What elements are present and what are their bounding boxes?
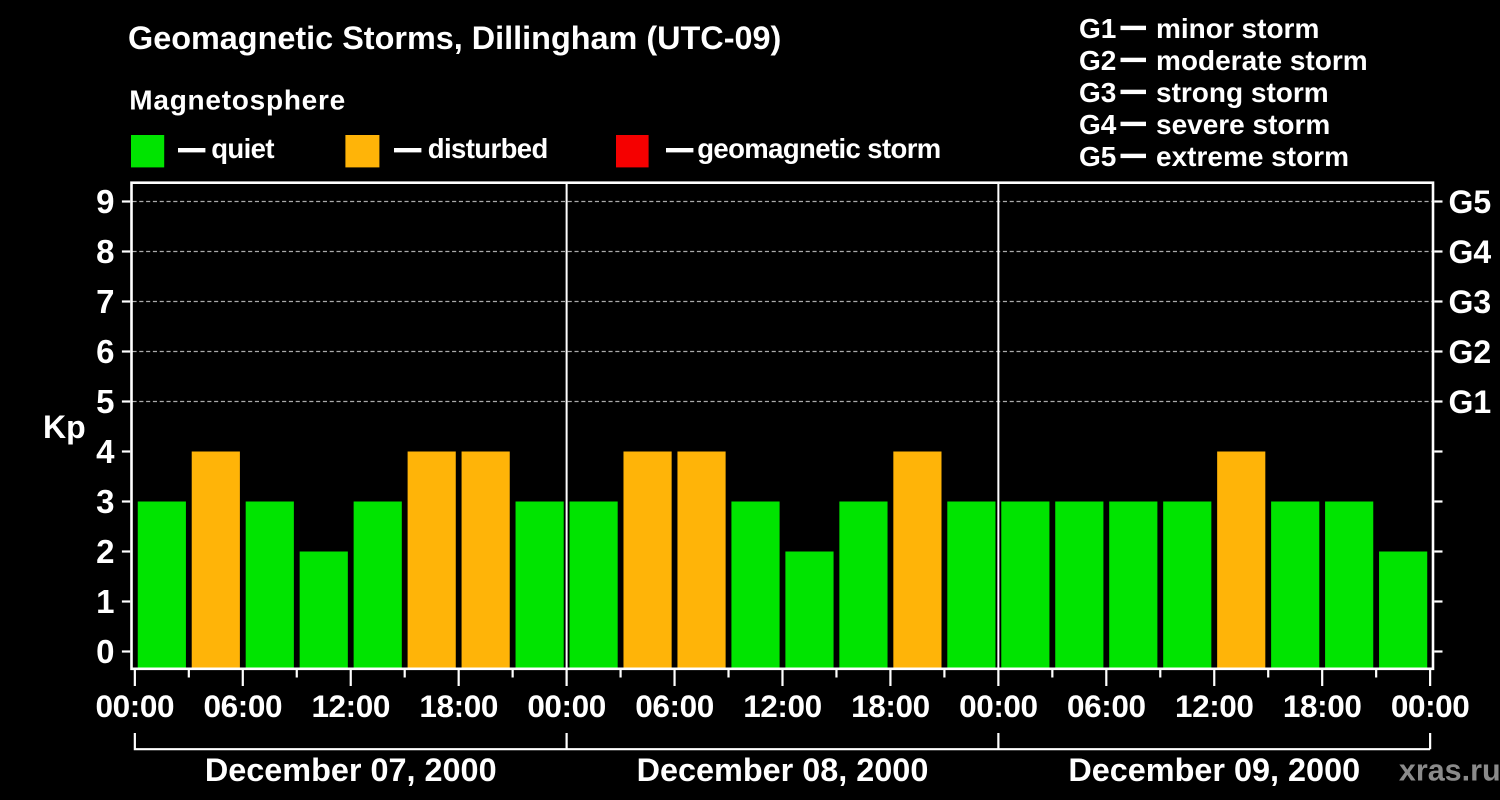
svg-text:18:00: 18:00: [851, 688, 930, 724]
svg-text:2: 2: [96, 533, 114, 570]
svg-text:disturbed: disturbed: [428, 133, 548, 164]
svg-text:geomagnetic storm: geomagnetic storm: [697, 133, 940, 164]
svg-text:3: 3: [96, 483, 114, 520]
svg-text:0: 0: [96, 633, 114, 670]
svg-text:12:00: 12:00: [1175, 688, 1254, 724]
svg-text:minor storm: minor storm: [1156, 13, 1319, 44]
svg-text:G3: G3: [1449, 284, 1492, 320]
svg-text:December 09, 2000: December 09, 2000: [1068, 752, 1360, 788]
svg-text:G5: G5: [1449, 184, 1492, 220]
svg-text:12:00: 12:00: [311, 688, 390, 724]
svg-text:00:00: 00:00: [527, 688, 606, 724]
svg-text:December 08, 2000: December 08, 2000: [637, 752, 929, 788]
svg-text:7: 7: [96, 283, 114, 320]
svg-text:Geomagnetic Storms, Dillingham: Geomagnetic Storms, Dillingham (UTC-09): [128, 20, 781, 56]
svg-text:5: 5: [96, 383, 114, 420]
svg-text:18:00: 18:00: [1283, 688, 1362, 724]
svg-text:18:00: 18:00: [419, 688, 498, 724]
svg-text:G1: G1: [1449, 384, 1492, 420]
svg-text:9: 9: [96, 183, 114, 220]
svg-text:06:00: 06:00: [635, 688, 714, 724]
svg-text:G2: G2: [1449, 334, 1492, 370]
svg-text:severe storm: severe storm: [1156, 109, 1330, 140]
svg-text:4: 4: [96, 433, 115, 470]
svg-text:Kp: Kp: [43, 409, 86, 445]
svg-text:G4: G4: [1449, 234, 1492, 270]
svg-text:G5: G5: [1079, 141, 1116, 172]
svg-text:1: 1: [96, 583, 114, 620]
svg-text:00:00: 00:00: [959, 688, 1038, 724]
svg-text:12:00: 12:00: [743, 688, 822, 724]
svg-text:extreme storm: extreme storm: [1156, 141, 1349, 172]
svg-text:xras.ru: xras.ru: [1399, 754, 1500, 788]
svg-text:06:00: 06:00: [204, 688, 283, 724]
svg-text:00:00: 00:00: [1391, 688, 1470, 724]
svg-text:quiet: quiet: [211, 133, 274, 164]
svg-text:G4: G4: [1079, 109, 1117, 140]
svg-text:December 07, 2000: December 07, 2000: [205, 752, 497, 788]
svg-text:8: 8: [96, 233, 114, 270]
svg-text:strong storm: strong storm: [1156, 77, 1329, 108]
svg-text:G2: G2: [1079, 45, 1116, 76]
svg-text:G3: G3: [1079, 77, 1116, 108]
svg-text:Magnetosphere: Magnetosphere: [129, 84, 346, 115]
svg-text:6: 6: [96, 333, 114, 370]
svg-text:00:00: 00:00: [96, 688, 175, 724]
svg-text:G1: G1: [1079, 13, 1116, 44]
svg-text:06:00: 06:00: [1067, 688, 1146, 724]
svg-text:moderate storm: moderate storm: [1156, 45, 1368, 76]
